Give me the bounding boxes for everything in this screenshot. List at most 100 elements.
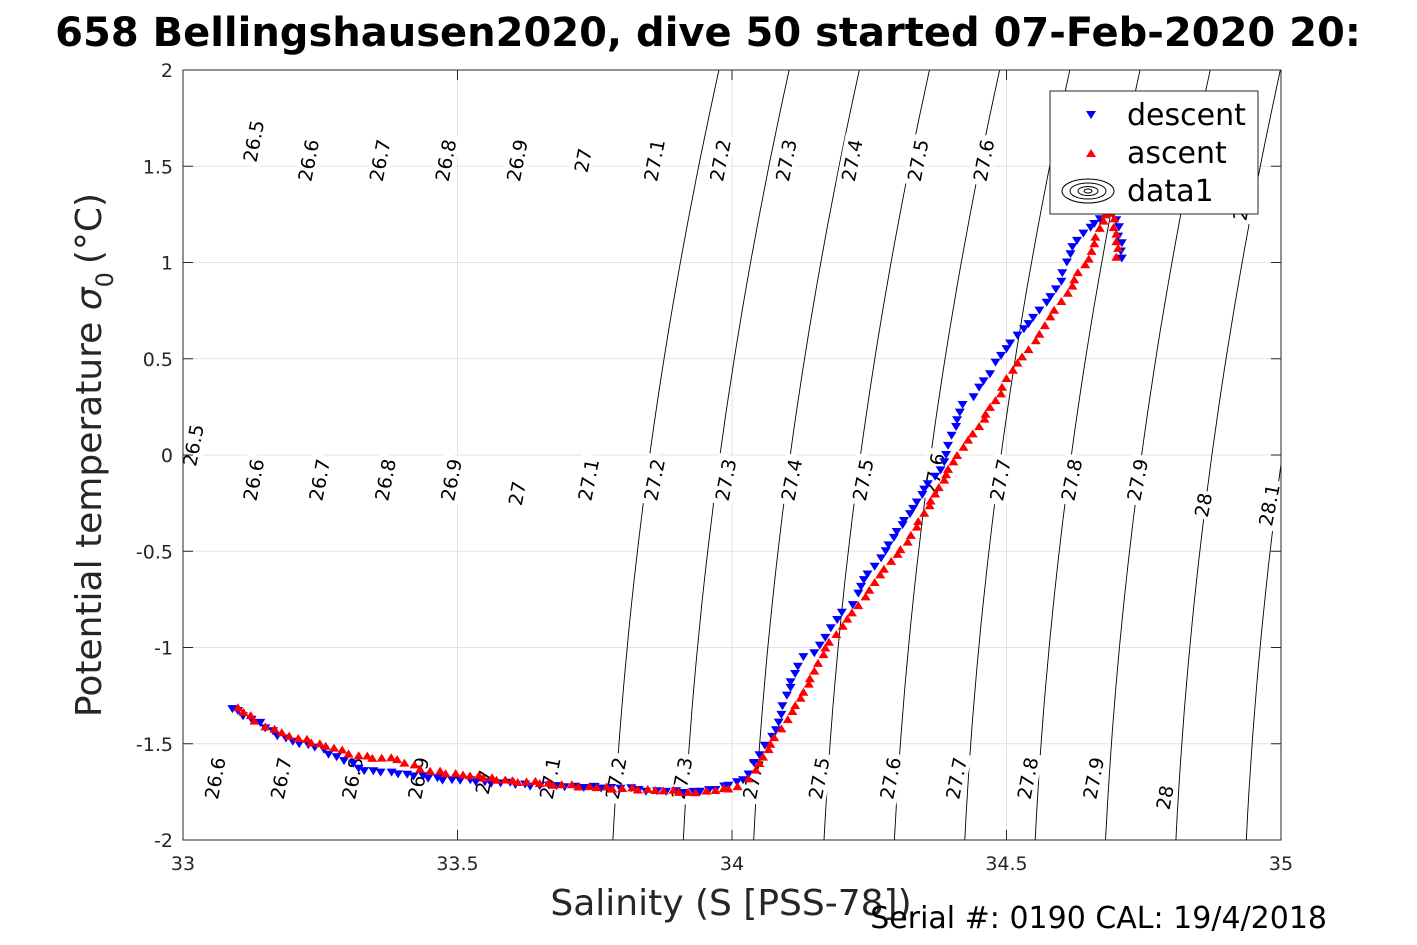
contour-label: 27.2 — [600, 751, 632, 805]
contour-label: 27.9 — [1121, 453, 1153, 507]
point-ascent — [842, 614, 853, 623]
point-descent — [375, 768, 386, 777]
point-descent — [891, 528, 902, 536]
point-ascent — [905, 530, 916, 539]
contour-label-bg — [704, 133, 736, 187]
point-ascent — [1086, 246, 1097, 255]
legend-box — [1049, 90, 1259, 215]
contour-label-bg — [435, 453, 467, 507]
y-tick-label: 2 — [161, 60, 173, 82]
contour-label-text: 27.7 — [986, 457, 1016, 503]
point-ascent — [276, 728, 287, 737]
contour-label-text: 27.4 — [778, 457, 808, 503]
point-ascent — [293, 734, 304, 742]
density-contour — [1315, 32, 1417, 879]
point-descent — [939, 458, 950, 467]
point-descent — [814, 641, 825, 650]
contour-label-bg — [503, 477, 531, 510]
contour-label-text: 26.8 — [432, 138, 462, 184]
point-ascent — [754, 759, 765, 767]
point-descent — [951, 423, 962, 431]
contour-label-bg — [569, 144, 597, 177]
contour-label-text: 27.2 — [640, 457, 670, 503]
legend-descent-label: descent — [1127, 98, 1246, 133]
point-ascent — [238, 707, 249, 716]
contour-label-text: 26.6 — [294, 138, 324, 184]
legend-ascent-marker — [1086, 149, 1096, 157]
contour-label: 27.4 — [836, 133, 868, 187]
point-ascent — [320, 741, 331, 750]
contour-label-text: 26.5 — [240, 118, 270, 164]
contour-label-bg — [265, 751, 297, 805]
contour-label: 26.6 — [292, 133, 324, 187]
point-ascent — [831, 630, 842, 638]
contour-label-text: 26.7 — [366, 138, 396, 184]
point-ascent — [911, 522, 922, 531]
point-descent — [1061, 258, 1072, 267]
contour-label: 27.7 — [940, 751, 972, 805]
point-ascent — [990, 396, 1001, 405]
contour-label: 28 — [1151, 781, 1179, 814]
point-ascent — [617, 784, 628, 792]
point-descent — [954, 408, 965, 417]
point-ascent — [668, 785, 679, 794]
point-ascent — [1080, 260, 1091, 269]
point-ascent — [958, 442, 969, 451]
contour-label-text: 27.2 — [602, 756, 632, 802]
point-descent — [836, 608, 847, 617]
point-ascent — [1056, 297, 1067, 305]
point-ascent — [425, 766, 436, 775]
point-ascent — [860, 592, 871, 601]
contour-label-bg — [1077, 751, 1109, 805]
point-descent — [978, 377, 989, 386]
point-ascent — [886, 556, 897, 565]
point-descent — [862, 570, 873, 579]
contour-label-text: 26.7 — [305, 457, 335, 503]
point-ascent — [1023, 345, 1034, 354]
point-ascent — [399, 758, 410, 767]
contour-label: 27.4 — [775, 453, 808, 507]
contour-label-text: 27.8 — [1014, 756, 1044, 802]
point-ascent — [803, 679, 814, 688]
point-descent — [1114, 223, 1124, 232]
contour-label-bg — [501, 133, 533, 187]
axis-ticks: 33 33.5 34 34.5 35 -2 -1.5 -1 -0.5 0 0.5 1 1.5 2 — [136, 60, 1293, 875]
point-ascent — [673, 787, 684, 796]
point-ascent — [584, 782, 595, 791]
point-ascent — [853, 601, 864, 610]
contour-label-text: 27.5 — [805, 756, 835, 802]
contour-label: 26.7 — [265, 751, 297, 805]
point-ascent — [367, 753, 378, 762]
point-descent — [957, 401, 968, 409]
point-descent — [423, 774, 434, 783]
point-ascent — [642, 784, 653, 793]
point-ascent — [818, 650, 829, 659]
contour-label: 27.6 — [874, 751, 906, 805]
point-descent — [790, 670, 801, 678]
point-ascent — [980, 409, 991, 418]
point-ascent — [763, 745, 774, 754]
point-ascent — [1111, 229, 1122, 238]
point-ascent — [548, 780, 558, 789]
point-descent — [759, 741, 770, 750]
point-descent — [323, 750, 334, 759]
point-descent — [331, 753, 342, 762]
contour-label: 27.5 — [902, 133, 934, 187]
x-tick-label: 34.5 — [985, 853, 1027, 875]
point-descent — [930, 472, 941, 481]
point-ascent — [813, 658, 823, 667]
contour-label-bg — [638, 453, 670, 507]
y-axis-label-subscript: 0 — [91, 272, 119, 287]
point-descent — [695, 787, 705, 796]
contour-label: 27.2 — [638, 453, 670, 507]
point-descent — [1078, 229, 1089, 238]
point-ascent — [875, 570, 886, 579]
contour-label-text: 27 — [571, 147, 597, 175]
point-ascent — [556, 780, 567, 789]
point-descent — [578, 784, 589, 792]
contour-label: 27.3 — [770, 133, 802, 187]
point-ascent — [1109, 214, 1120, 223]
contour-label-text: 27.3 — [712, 457, 742, 503]
y-tick-label: 1.5 — [143, 156, 173, 178]
